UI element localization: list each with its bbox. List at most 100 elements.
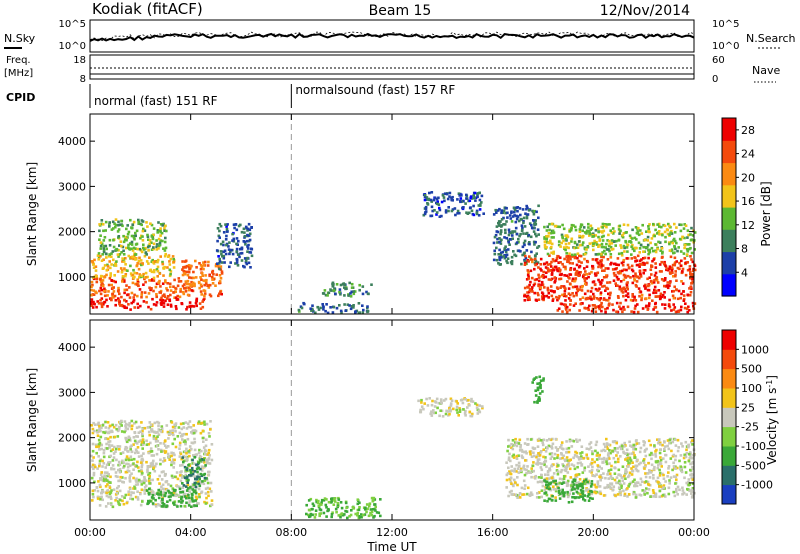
range-gate-cell [112, 290, 116, 293]
range-gate-cell [560, 453, 563, 456]
range-gate-cell [117, 299, 121, 302]
range-gate-cell [674, 274, 677, 278]
range-gate-cell [168, 298, 171, 302]
range-gate-cell [157, 496, 161, 500]
range-gate-cell [653, 445, 656, 449]
range-gate-cell [498, 248, 501, 252]
range-gate-cell [193, 284, 196, 288]
range-gate-cell [155, 248, 159, 251]
colorbar-tick-label: 1000 [741, 343, 769, 356]
range-gate-cell [132, 462, 135, 465]
range-gate-cell [327, 507, 330, 511]
range-gate-cell [640, 296, 644, 300]
range-gate-cell [551, 267, 555, 270]
range-gate-cell [617, 228, 621, 231]
range-gate-cell [126, 465, 130, 469]
range-gate-cell [650, 457, 653, 461]
range-gate-cell [566, 459, 569, 462]
range-gate-cell [94, 465, 97, 469]
range-gate-cell [140, 250, 144, 254]
range-gate-cell [93, 464, 96, 467]
range-gate-cell [532, 378, 535, 381]
range-gate-cell [361, 304, 364, 307]
range-gate-cell [350, 509, 353, 512]
range-gate-cell [339, 309, 343, 313]
range-gate-cell [250, 226, 253, 229]
range-gate-cell [634, 256, 637, 260]
range-gate-cell [656, 438, 659, 441]
range-gate-cell [195, 504, 198, 508]
range-gate-cell [621, 263, 625, 267]
range-gate-cell [247, 261, 251, 265]
range-gate-cell [349, 513, 353, 517]
range-gate-cell [674, 458, 677, 462]
range-gate-cell [584, 478, 588, 481]
range-gate-cell [197, 502, 200, 505]
range-gate-cell [526, 285, 529, 289]
range-gate-cell [642, 250, 645, 253]
range-gate-cell [565, 310, 569, 314]
range-gate-cell [316, 305, 319, 309]
nsearch-label: N.Search [746, 32, 796, 45]
range-gate-cell [419, 410, 423, 414]
range-gate-cell [438, 208, 442, 212]
range-gate-cell [430, 205, 434, 209]
range-gate-cell [110, 503, 113, 506]
range-gate-cell [680, 259, 683, 263]
range-gate-cell [608, 296, 611, 300]
range-gate-cell [666, 439, 670, 442]
range-gate-cell [358, 283, 361, 287]
range-gate-cell [511, 215, 515, 218]
range-gate-cell [345, 506, 348, 509]
range-gate-cell [170, 492, 173, 495]
range-gate-cell [207, 451, 210, 455]
range-gate-cell [157, 424, 160, 428]
range-gate-cell [572, 304, 576, 307]
range-gate-cell [136, 496, 140, 499]
range-gate-cell [157, 421, 161, 425]
range-gate-cell [592, 292, 595, 296]
range-gate-cell [155, 268, 159, 271]
range-gate-cell [681, 270, 684, 273]
range-gate-cell [550, 260, 553, 264]
range-gate-cell [321, 292, 325, 295]
range-gate-cell [362, 308, 365, 312]
range-gate-cell [350, 286, 354, 289]
range-gate-cell [595, 458, 599, 461]
range-gate-cell [154, 437, 157, 440]
range-gate-cell [516, 215, 520, 218]
range-gate-cell [174, 494, 178, 498]
range-gate-cell [536, 388, 540, 392]
range-gate-cell [536, 492, 539, 495]
range-gate-cell [125, 457, 128, 460]
range-gate-cell [314, 311, 317, 315]
range-gate-cell [90, 280, 94, 284]
range-gate-cell [571, 285, 575, 289]
range-gate-cell [646, 235, 650, 239]
range-gate-cell [370, 283, 373, 286]
range-gate-cell [520, 455, 524, 459]
range-gate-cell [375, 511, 379, 514]
range-gate-cell [629, 444, 632, 447]
range-gate-cell [356, 502, 360, 506]
range-gate-cell [647, 252, 650, 256]
range-gate-cell [613, 449, 617, 452]
range-gate-cell [164, 236, 167, 240]
range-gate-cell [522, 493, 526, 496]
range-gate-cell [569, 303, 572, 306]
range-gate-cell [631, 480, 635, 483]
range-gate-cell [660, 247, 664, 250]
range-gate-cell [163, 254, 167, 258]
range-gate-cell [183, 283, 186, 286]
range-gate-cell [634, 439, 638, 443]
range-gate-cell [176, 477, 180, 481]
range-gate-cell [122, 466, 125, 469]
range-gate-cell [372, 496, 376, 500]
range-gate-cell [560, 441, 564, 444]
range-gate-cell [145, 260, 149, 263]
range-gate-cell [172, 260, 176, 264]
range-gate-cell [194, 485, 198, 489]
range-gate-cell [526, 213, 530, 216]
range-gate-cell [594, 274, 597, 277]
range-gate-cell [568, 282, 572, 285]
